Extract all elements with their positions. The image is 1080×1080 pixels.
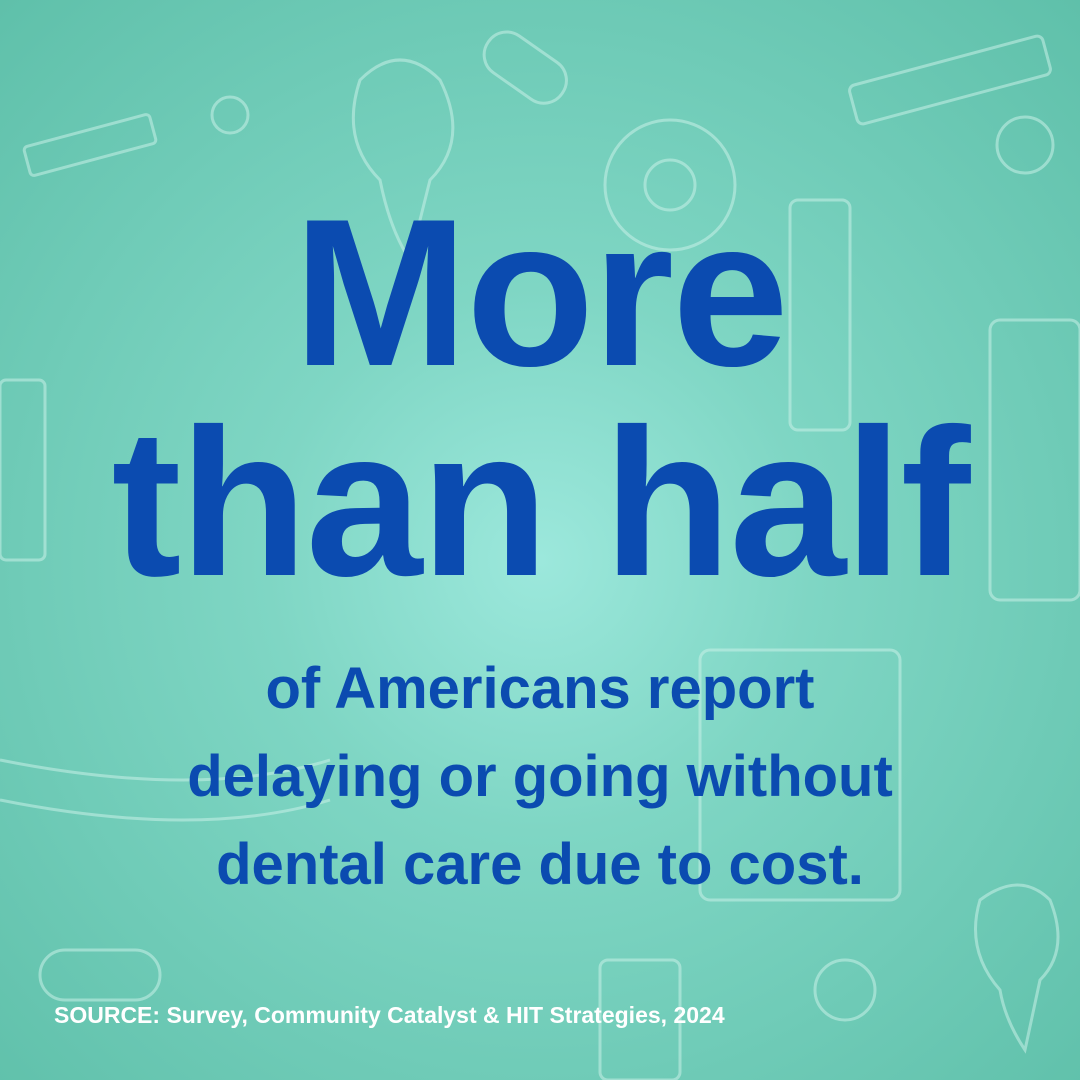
headline: than half [111, 385, 971, 620]
body-line: of Americans report [265, 656, 815, 721]
headline: More [293, 175, 789, 410]
body-text: of Americans report delaying or going wi… [0, 645, 1080, 909]
body-line: dental care due to cost. [216, 832, 864, 897]
source: SOURCE: Survey, Community Catalyst & HIT… [54, 1002, 725, 1028]
body-line: delaying or going without [187, 744, 893, 809]
